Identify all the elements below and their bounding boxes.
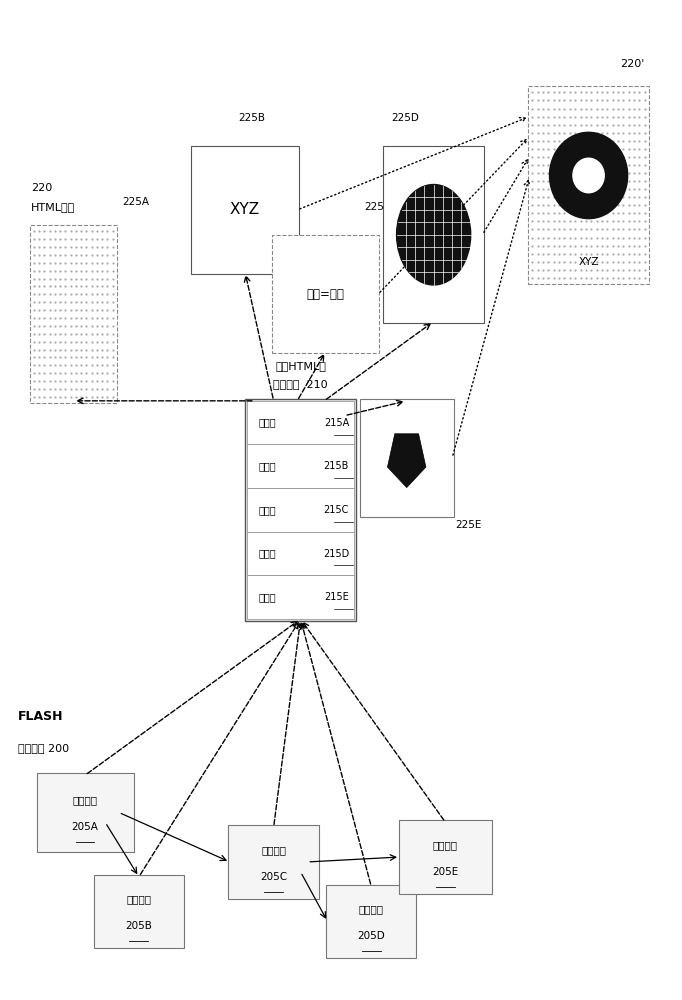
Text: 混合=擦除: 混合=擦除: [307, 288, 345, 301]
Text: 显示对象: 显示对象: [433, 840, 458, 850]
Ellipse shape: [573, 158, 604, 193]
Text: 基于HTML的: 基于HTML的: [275, 361, 326, 371]
FancyBboxPatch shape: [247, 444, 355, 488]
Text: 指令集: 指令集: [258, 592, 276, 602]
Text: 225A: 225A: [122, 197, 149, 207]
Text: 225E: 225E: [456, 520, 482, 530]
FancyBboxPatch shape: [383, 146, 484, 323]
Text: 205B: 205B: [125, 921, 152, 931]
Text: 205C: 205C: [260, 872, 287, 882]
FancyBboxPatch shape: [228, 825, 318, 899]
Text: XYZ: XYZ: [230, 202, 260, 217]
Text: 225B: 225B: [238, 113, 265, 123]
Text: 显示列表 200: 显示列表 200: [18, 743, 69, 753]
FancyBboxPatch shape: [247, 401, 355, 444]
Text: 215B: 215B: [324, 461, 349, 471]
Text: 220: 220: [31, 183, 53, 193]
Text: 215D: 215D: [323, 549, 349, 559]
FancyBboxPatch shape: [247, 488, 355, 532]
Text: 205E: 205E: [432, 867, 458, 877]
Text: 205A: 205A: [72, 822, 98, 832]
FancyBboxPatch shape: [192, 146, 299, 274]
Text: XYZ: XYZ: [578, 257, 599, 267]
Text: FLASH: FLASH: [18, 710, 63, 723]
Text: 显示对象: 显示对象: [72, 795, 98, 805]
Text: HTML画布: HTML画布: [31, 202, 76, 212]
FancyBboxPatch shape: [272, 235, 379, 353]
FancyBboxPatch shape: [246, 399, 356, 621]
Text: 225C: 225C: [365, 202, 392, 212]
Text: 220': 220': [620, 59, 644, 69]
Text: 指令集: 指令集: [258, 461, 276, 471]
FancyBboxPatch shape: [247, 575, 355, 619]
FancyBboxPatch shape: [326, 885, 417, 958]
FancyBboxPatch shape: [93, 875, 184, 948]
Ellipse shape: [396, 185, 471, 285]
FancyBboxPatch shape: [247, 532, 355, 575]
Text: 显示对象: 显示对象: [126, 895, 151, 905]
Text: 205D: 205D: [357, 931, 385, 941]
Text: 显示对象: 显示对象: [359, 905, 384, 915]
Text: 215C: 215C: [324, 505, 349, 515]
FancyBboxPatch shape: [398, 820, 492, 894]
FancyBboxPatch shape: [360, 399, 454, 517]
Text: 215E: 215E: [325, 592, 349, 602]
Text: 指令集: 指令集: [258, 418, 276, 428]
Text: 指令集: 指令集: [258, 505, 276, 515]
Text: 指令集: 指令集: [258, 549, 276, 559]
Text: 指令列表  210: 指令列表 210: [273, 379, 328, 389]
FancyBboxPatch shape: [37, 773, 134, 852]
Text: 225D: 225D: [391, 113, 419, 123]
Ellipse shape: [550, 132, 627, 219]
Text: 显示对象: 显示对象: [261, 845, 286, 855]
Text: 215A: 215A: [324, 418, 349, 428]
